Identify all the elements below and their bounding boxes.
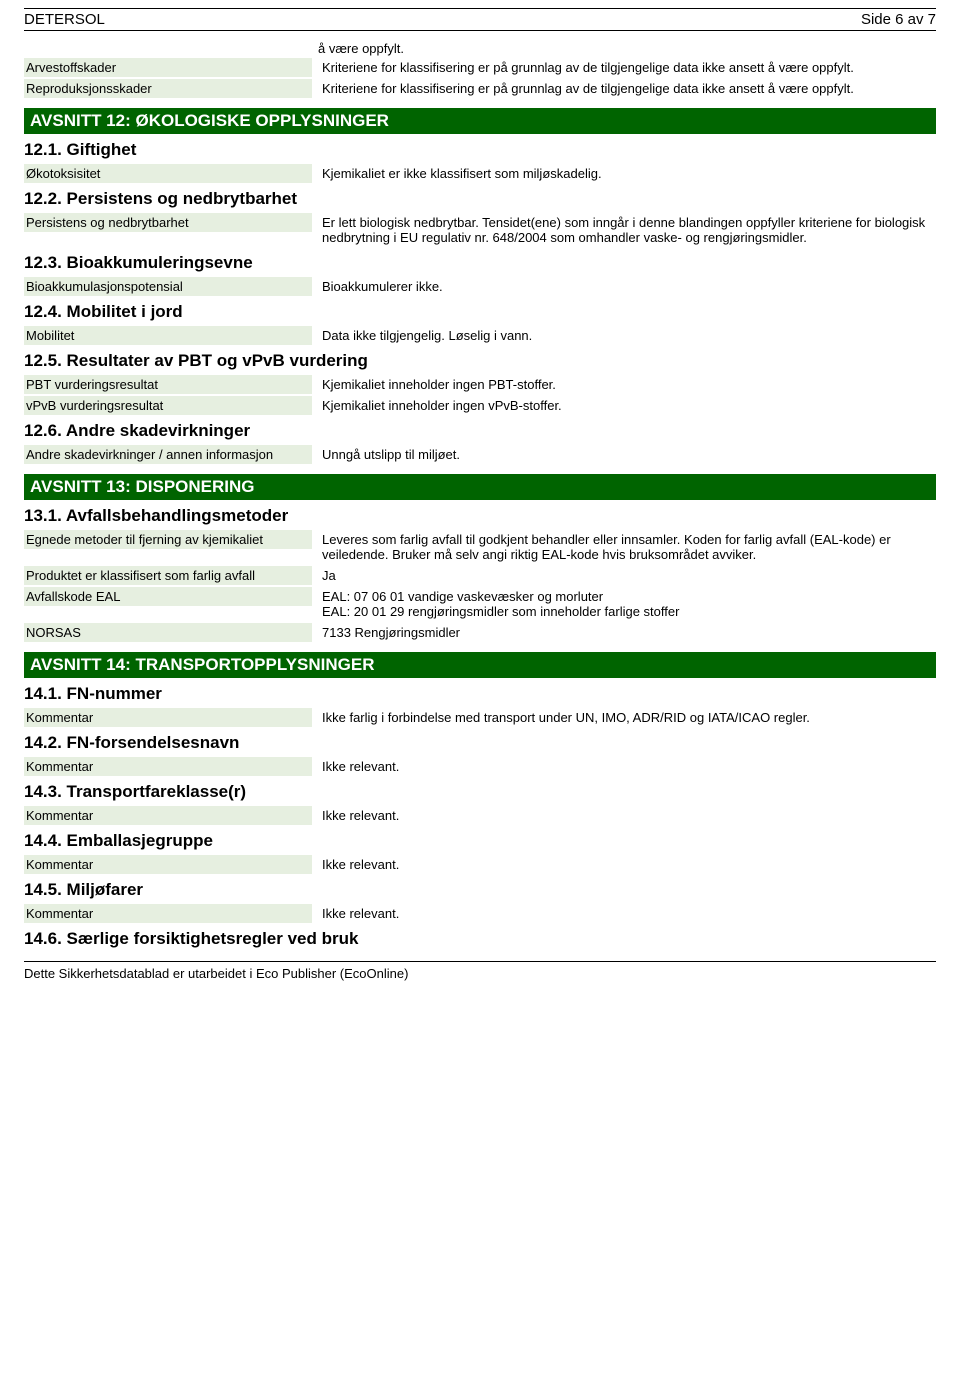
andre-skadevirkninger-label: Andre skadevirkninger / annen informasjo… [24, 445, 312, 464]
section-14-1-heading: 14.1. FN-nummer [24, 684, 936, 704]
section-13-title: AVSNITT 13: DISPONERING [24, 474, 936, 500]
arvestoffskader-label: Arvestoffskader [24, 58, 312, 77]
product-name: DETERSOL [24, 11, 105, 28]
reproduksjonsskader-label: Reproduksjonsskader [24, 79, 312, 98]
section-13-1-heading: 13.1. Avfallsbehandlingsmetoder [24, 506, 936, 526]
kommentar-14-3-value: Ikke relevant. [312, 806, 936, 825]
section-14-5-heading: 14.5. Miljøfarer [24, 880, 936, 900]
section-12-2-heading: 12.2. Persistens og nedbrytbarhet [24, 189, 936, 209]
reproduksjonsskader-value: Kriteriene for klassifisering er på grun… [312, 79, 936, 98]
okotoksisitet-label: Økotoksisitet [24, 164, 312, 183]
eal-line-1: EAL: 07 06 01 vandige vaskevæsker og mor… [322, 589, 932, 604]
kommentar-14-4-label: Kommentar [24, 855, 312, 874]
kommentar-14-2-label: Kommentar [24, 757, 312, 776]
section-12-1-heading: 12.1. Giftighet [24, 140, 936, 160]
section-12-3-heading: 12.3. Bioakkumuleringsevne [24, 253, 936, 273]
section-12-5-heading: 12.5. Resultater av PBT og vPvB vurderin… [24, 351, 936, 371]
persistens-value: Er lett biologisk nedbrytbar. Tensidet(e… [312, 213, 936, 247]
bioakkum-value: Bioakkumulerer ikke. [312, 277, 936, 296]
page-footer: Dette Sikkerhetsdatablad er utarbeidet i… [24, 961, 936, 981]
kommentar-14-3-label: Kommentar [24, 806, 312, 825]
norsas-value: 7133 Rengjøringsmidler [312, 623, 936, 642]
section-14-6-heading: 14.6. Særlige forsiktighetsregler ved br… [24, 929, 936, 949]
vpvb-label: vPvB vurderingsresultat [24, 396, 312, 415]
andre-skadevirkninger-value: Unngå utslipp til miljøet. [312, 445, 936, 464]
okotoksisitet-value: Kjemikaliet er ikke klassifisert som mil… [312, 164, 936, 183]
section-12-title: AVSNITT 12: ØKOLOGISKE OPPLYSNINGER [24, 108, 936, 134]
intro-line1: å være oppfylt. [314, 39, 936, 58]
kommentar-14-4-value: Ikke relevant. [312, 855, 936, 874]
kommentar-14-2-value: Ikke relevant. [312, 757, 936, 776]
mobilitet-label: Mobilitet [24, 326, 312, 345]
mobilitet-value: Data ikke tilgjengelig. Løselig i vann. [312, 326, 936, 345]
eal-line-2: EAL: 20 01 29 rengjøringsmidler som inne… [322, 604, 932, 619]
section-12-4-heading: 12.4. Mobilitet i jord [24, 302, 936, 322]
section-14-4-heading: 14.4. Emballasjegruppe [24, 831, 936, 851]
pbt-value: Kjemikaliet inneholder ingen PBT-stoffer… [312, 375, 936, 394]
persistens-label: Persistens og nedbrytbarhet [24, 213, 312, 232]
avfallskode-eal-label: Avfallskode EAL [24, 587, 312, 606]
page-number: Side 6 av 7 [861, 11, 936, 28]
section-14-2-heading: 14.2. FN-forsendelsesnavn [24, 733, 936, 753]
bioakkum-label: Bioakkumulasjonspotensial [24, 277, 312, 296]
klassifisert-farlig-label: Produktet er klassifisert som farlig avf… [24, 566, 312, 585]
avfallskode-eal-value: EAL: 07 06 01 vandige vaskevæsker og mor… [312, 587, 936, 621]
egnede-metoder-label: Egnede metoder til fjerning av kjemikali… [24, 530, 312, 549]
kommentar-14-5-value: Ikke relevant. [312, 904, 936, 923]
section-12-6-heading: 12.6. Andre skadevirkninger [24, 421, 936, 441]
klassifisert-farlig-value: Ja [312, 566, 936, 585]
section-14-3-heading: 14.3. Transportfareklasse(r) [24, 782, 936, 802]
norsas-label: NORSAS [24, 623, 312, 642]
kommentar-14-5-label: Kommentar [24, 904, 312, 923]
egnede-metoder-value: Leveres som farlig avfall til godkjent b… [312, 530, 936, 564]
kommentar-14-1-value: Ikke farlig i forbindelse med transport … [312, 708, 936, 727]
kommentar-14-1-label: Kommentar [24, 708, 312, 727]
section-14-title: AVSNITT 14: TRANSPORTOPPLYSNINGER [24, 652, 936, 678]
pbt-label: PBT vurderingsresultat [24, 375, 312, 394]
arvestoffskader-value: Kriteriene for klassifisering er på grun… [312, 58, 936, 77]
vpvb-value: Kjemikaliet inneholder ingen vPvB-stoffe… [312, 396, 936, 415]
page-header: DETERSOL Side 6 av 7 [24, 11, 936, 31]
